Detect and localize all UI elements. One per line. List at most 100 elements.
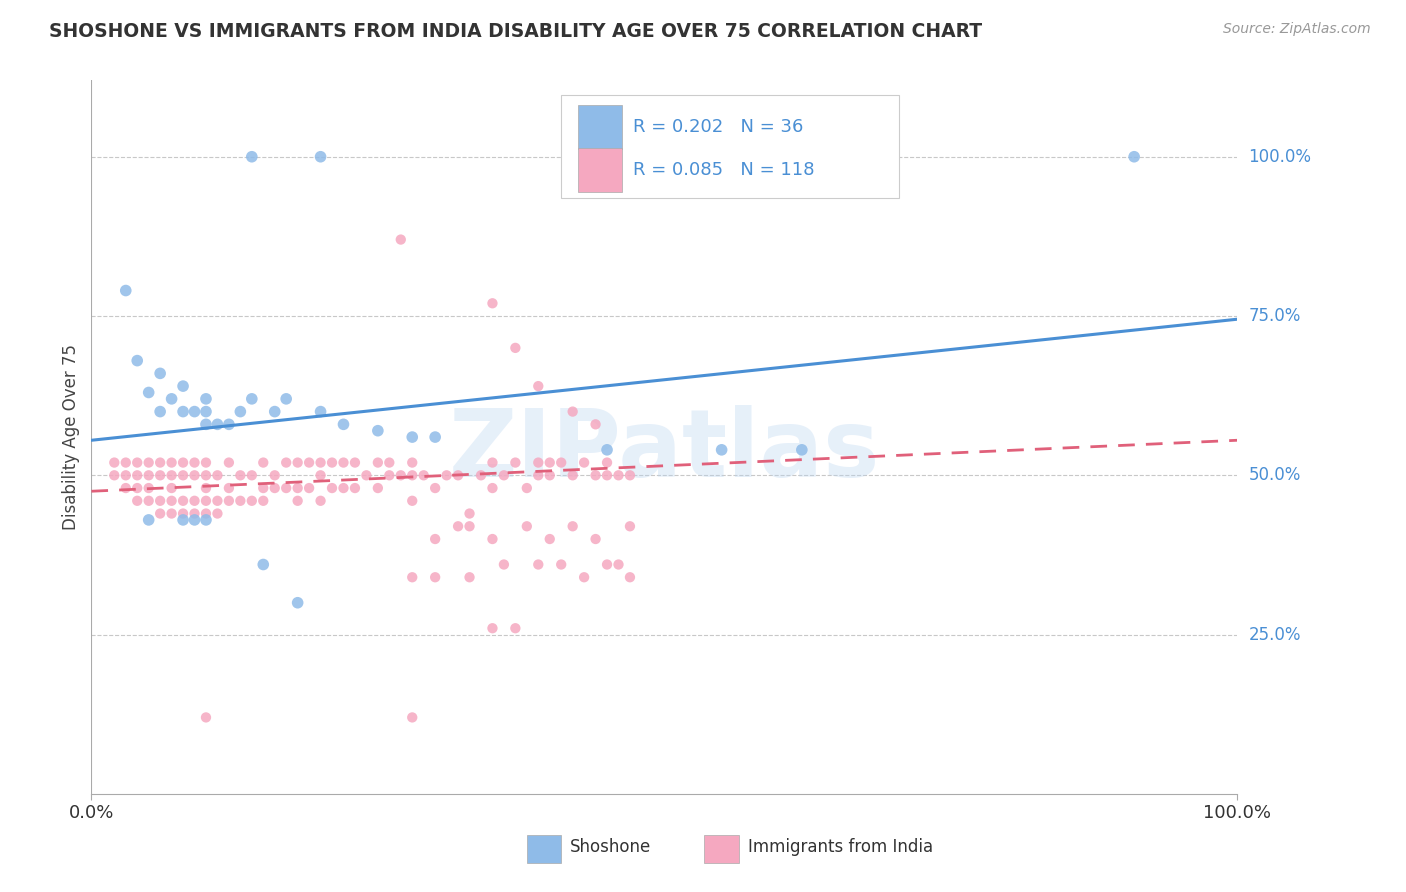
Point	[194, 481, 217, 495]
Text: R = 0.202   N = 36: R = 0.202 N = 36	[633, 118, 804, 136]
Point	[321, 481, 343, 495]
Point	[229, 493, 252, 508]
Point	[160, 507, 183, 521]
Text: 100.0%: 100.0%	[1249, 148, 1312, 166]
Point	[619, 570, 641, 584]
Point	[481, 621, 503, 635]
Point	[412, 468, 434, 483]
Point	[481, 296, 503, 310]
Point	[287, 493, 309, 508]
Point	[401, 710, 423, 724]
Point	[332, 481, 354, 495]
Point	[229, 404, 252, 418]
Point	[218, 493, 240, 508]
Point	[183, 513, 205, 527]
Point	[160, 468, 183, 483]
Point	[332, 456, 354, 470]
Point	[183, 456, 205, 470]
Point	[218, 481, 240, 495]
Point	[401, 456, 423, 470]
Point	[263, 404, 285, 418]
Point	[343, 456, 366, 470]
Point	[172, 379, 194, 393]
Point	[138, 385, 160, 400]
Point	[492, 558, 515, 572]
Point	[194, 710, 217, 724]
Point	[114, 481, 136, 495]
Point	[389, 233, 412, 247]
Point	[114, 468, 136, 483]
FancyBboxPatch shape	[578, 148, 621, 193]
Text: Shoshone: Shoshone	[571, 838, 651, 856]
Point	[470, 468, 492, 483]
Point	[194, 404, 217, 418]
Point	[596, 456, 619, 470]
Point	[172, 507, 194, 521]
Point	[207, 468, 229, 483]
Point	[218, 417, 240, 432]
Point	[276, 481, 298, 495]
Point	[287, 596, 309, 610]
Point	[458, 519, 481, 533]
Point	[138, 513, 160, 527]
Point	[114, 456, 136, 470]
Point	[505, 341, 527, 355]
Point	[447, 519, 470, 533]
Text: Immigrants from India: Immigrants from India	[748, 838, 934, 856]
Point	[309, 404, 332, 418]
Point	[505, 456, 527, 470]
Point	[458, 507, 481, 521]
Point	[550, 456, 572, 470]
Point	[207, 507, 229, 521]
Point	[710, 442, 733, 457]
Point	[194, 468, 217, 483]
Point	[309, 468, 332, 483]
Point	[149, 367, 172, 381]
Point	[378, 456, 401, 470]
Point	[127, 353, 149, 368]
Point	[172, 468, 194, 483]
Point	[436, 468, 458, 483]
Text: Source: ZipAtlas.com: Source: ZipAtlas.com	[1223, 22, 1371, 37]
Point	[252, 493, 274, 508]
Point	[527, 558, 550, 572]
Point	[218, 456, 240, 470]
Point	[561, 519, 583, 533]
Point	[240, 468, 263, 483]
Point	[550, 558, 572, 572]
Point	[309, 456, 332, 470]
Point	[825, 150, 848, 164]
Point	[423, 532, 446, 546]
Point	[127, 481, 149, 495]
Point	[229, 468, 252, 483]
Point	[309, 150, 332, 164]
Point	[194, 417, 217, 432]
Point	[505, 621, 527, 635]
Point	[572, 456, 595, 470]
Point	[401, 493, 423, 508]
Point	[138, 481, 160, 495]
Point	[401, 570, 423, 584]
Point	[321, 456, 343, 470]
Point	[585, 468, 607, 483]
Point	[298, 481, 321, 495]
Point	[332, 417, 354, 432]
Point	[585, 532, 607, 546]
Point	[149, 507, 172, 521]
Point	[287, 456, 309, 470]
Point	[367, 481, 389, 495]
Point	[183, 507, 205, 521]
Point	[240, 150, 263, 164]
Point	[516, 481, 538, 495]
Point	[276, 392, 298, 406]
Text: 25.0%: 25.0%	[1249, 625, 1301, 644]
Point	[149, 468, 172, 483]
Point	[619, 468, 641, 483]
Point	[194, 392, 217, 406]
Point	[516, 519, 538, 533]
Point	[194, 507, 217, 521]
Point	[389, 468, 412, 483]
Point	[423, 481, 446, 495]
Point	[423, 570, 446, 584]
Point	[252, 481, 274, 495]
